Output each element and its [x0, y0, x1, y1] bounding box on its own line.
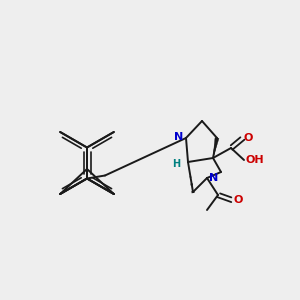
- Text: N: N: [209, 173, 218, 183]
- Text: OH: OH: [245, 155, 264, 165]
- Text: N: N: [174, 132, 183, 142]
- Text: O: O: [233, 195, 242, 205]
- Polygon shape: [213, 138, 219, 158]
- Text: O: O: [244, 133, 254, 143]
- Text: H: H: [172, 159, 180, 169]
